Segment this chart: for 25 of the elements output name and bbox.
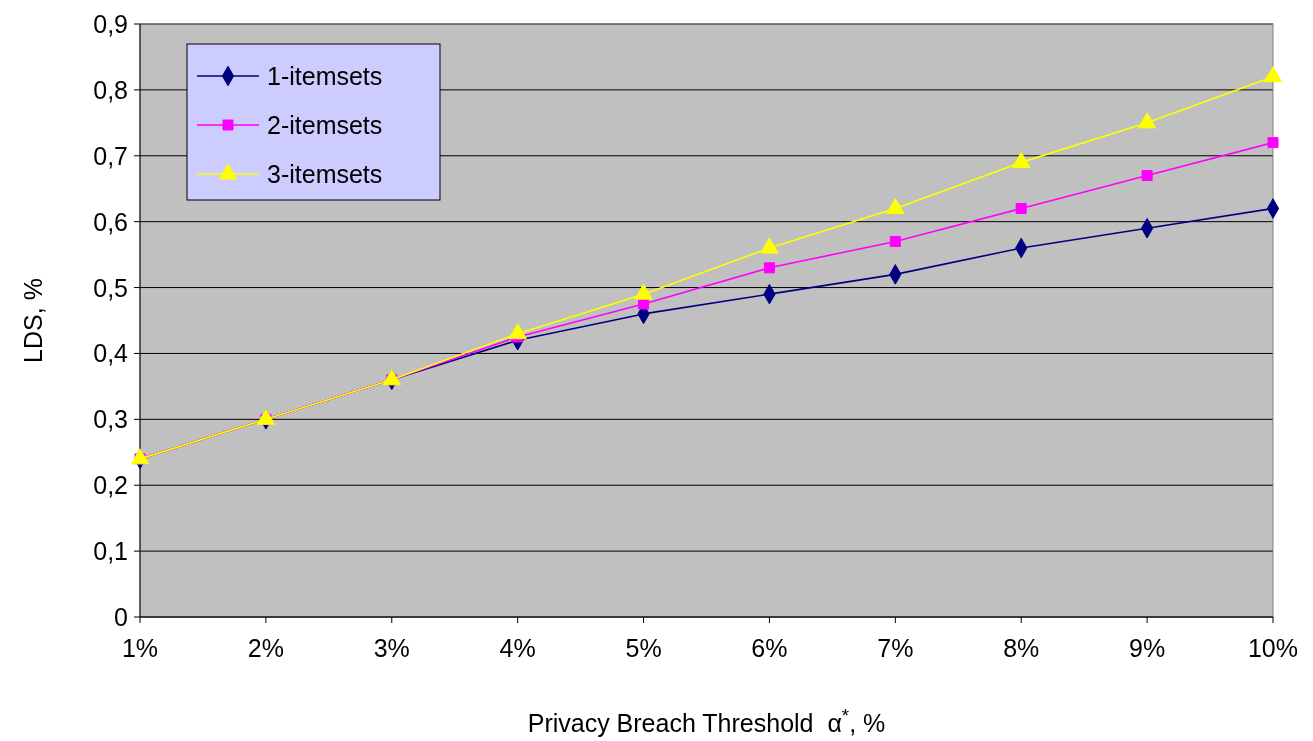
x-tick-label: 5% — [625, 634, 662, 662]
y-tick-label: 0,7 — [93, 141, 128, 170]
y-axis-title: LDS, % — [19, 278, 47, 363]
y-tick-label: 0,1 — [93, 537, 128, 566]
x-axis-title: Privacy Breach Threshold α$^{*}$, % — [527, 704, 886, 737]
x-tick-label: 1% — [121, 634, 159, 662]
y-tick-label: 0,2 — [93, 471, 128, 500]
legend-label: 1-itemsets — [267, 62, 383, 90]
x-tick-label: 4% — [499, 634, 536, 662]
y-tick-label: 0,5 — [93, 273, 128, 302]
y-tick-label: 0 — [114, 603, 128, 631]
y-tick-label: 0,6 — [93, 207, 128, 236]
y-tick-label: 0,3 — [93, 405, 128, 434]
legend-label: 3-itemsets — [267, 160, 383, 188]
x-tick-label: 10% — [1247, 634, 1299, 662]
y-tick-label: 0,4 — [93, 339, 129, 368]
x-tick-label: 9% — [1129, 634, 1166, 662]
x-tick-label: 7% — [877, 634, 914, 662]
x-tick-label: 3% — [373, 634, 410, 662]
x-tick-label: 2% — [247, 634, 284, 662]
y-tick-label: 0,9 — [93, 10, 128, 38]
x-tick-label: 8% — [1003, 634, 1040, 662]
x-tick-label: 6% — [751, 634, 788, 662]
legend-label: 2-itemsets — [267, 111, 383, 139]
y-tick-label: 0,8 — [93, 75, 128, 104]
